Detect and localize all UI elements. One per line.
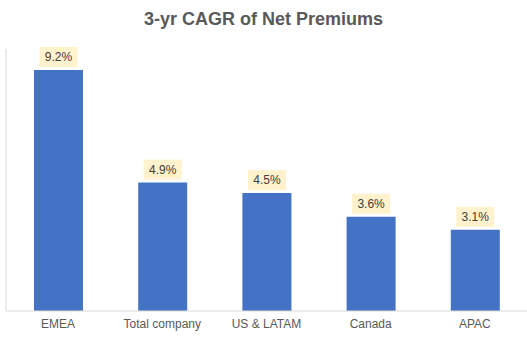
svg-text:9.2%: 9.2% [45,50,73,64]
html-text:3-yr CAGR of Net Premiums: 3-yr CAGR of Net Premiums [144,9,383,29]
svg-text:3.1%: 3.1% [462,210,490,224]
svg-text:US & LATAM: US & LATAM [232,317,302,331]
svg-text:Canada: Canada [350,317,392,331]
svg-text:APAC: APAC [459,317,491,331]
svg-text:EMEA: EMEA [41,317,75,331]
svg-text:4.9%: 4.9% [149,163,177,177]
svg-text:4.5%: 4.5% [253,173,281,187]
svg-text:Total company: Total company [124,317,201,331]
svg-text:3.6%: 3.6% [357,197,385,211]
